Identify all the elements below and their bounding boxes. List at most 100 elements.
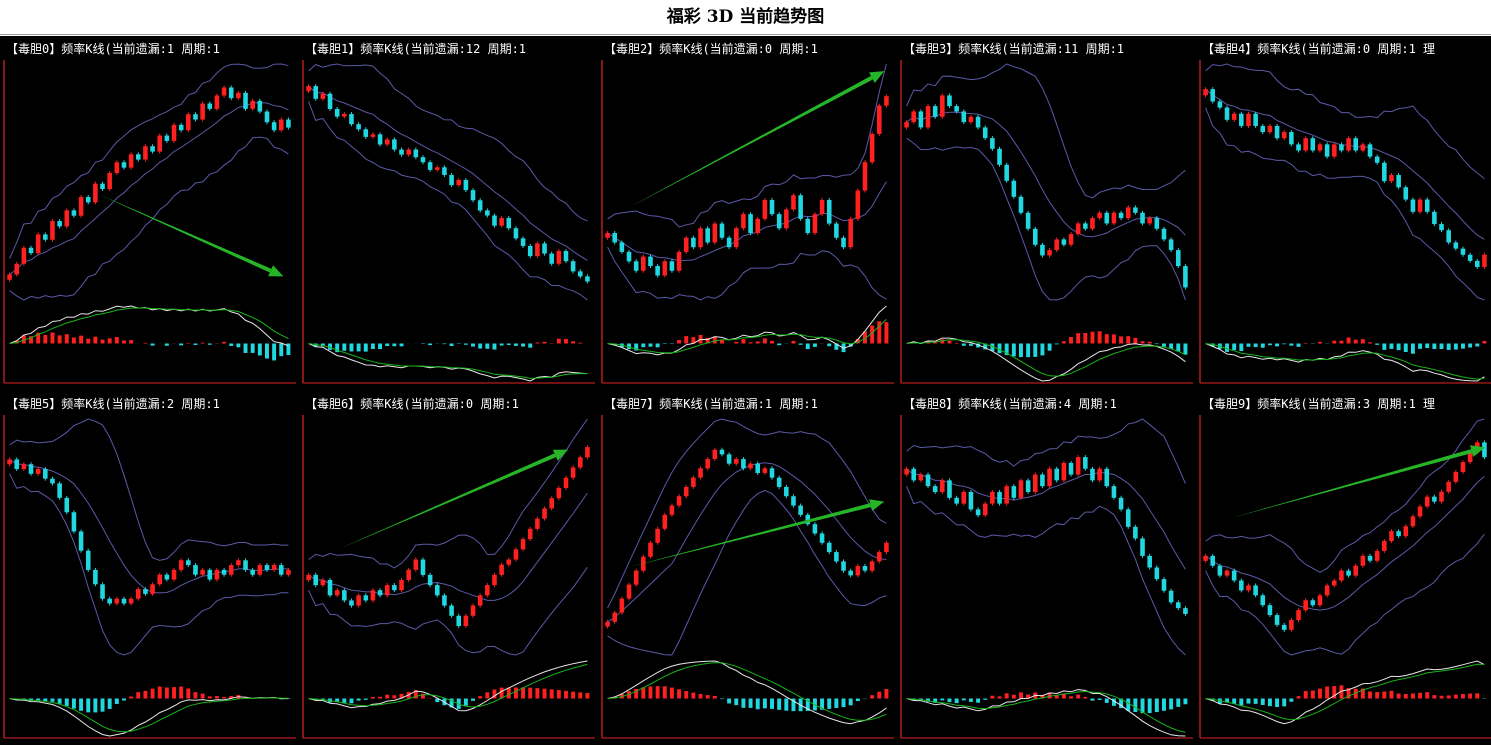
band-middle — [607, 462, 887, 623]
panel-header: 【毒胆2】频率K线(当前遗漏:0 周期:1 — [604, 42, 818, 56]
band-lower — [1205, 107, 1485, 301]
candle-up — [342, 114, 347, 117]
candle-up — [406, 569, 411, 580]
candle-down — [377, 134, 383, 145]
candle-down — [1104, 212, 1110, 224]
band-upper — [308, 418, 588, 569]
candle-down — [1274, 125, 1280, 139]
candle-up — [1389, 175, 1394, 182]
candle-up — [585, 447, 590, 458]
candle-up — [1061, 462, 1067, 481]
candle-down — [812, 524, 818, 534]
band-lower — [9, 136, 289, 301]
candle-up — [633, 570, 639, 585]
candle-up — [619, 598, 625, 613]
candle-up — [228, 565, 234, 575]
candle-up — [733, 459, 739, 464]
candle-up — [884, 542, 889, 553]
panel-header: 【毒胆4】频率K线(当前遗漏:0 周期:1 理 — [1202, 42, 1436, 56]
candle-up — [1004, 486, 1009, 504]
candle-up — [1125, 207, 1131, 219]
candle-up — [705, 459, 710, 469]
candle-down — [1217, 565, 1223, 576]
panel-header: 【毒胆6】频率K线(当前遗漏:0 周期:1 — [305, 397, 519, 411]
candle-up — [1281, 132, 1287, 139]
candle-up — [1417, 506, 1423, 517]
candle-up — [21, 247, 27, 264]
k-line-chart — [302, 415, 595, 739]
candle-down — [1382, 162, 1387, 182]
candle-down — [1281, 624, 1287, 630]
candle-down — [848, 570, 853, 576]
candle-up — [848, 218, 853, 248]
candle-down — [1439, 224, 1444, 231]
trend-arrow-shaft — [339, 453, 557, 549]
candle-down — [1090, 468, 1095, 481]
candle-down — [990, 138, 995, 149]
candle-down — [250, 569, 255, 575]
band-lower — [1205, 533, 1485, 656]
title-divider — [0, 34, 1491, 35]
candle-down — [243, 560, 248, 570]
candle-up — [1453, 472, 1459, 482]
candle-down — [1239, 113, 1244, 126]
band-lower — [906, 486, 1186, 656]
candle-up — [306, 574, 311, 580]
candle-up — [463, 615, 469, 627]
k-line-chart — [900, 415, 1193, 739]
trend-arrow-head — [552, 449, 569, 461]
candle-down — [1274, 615, 1280, 625]
candle-up — [171, 569, 177, 580]
candle-up — [563, 477, 569, 488]
candle-up — [940, 480, 945, 492]
candle-down — [1410, 199, 1416, 212]
candle-up — [1317, 595, 1323, 606]
candle-down — [1432, 496, 1437, 502]
candle-down — [1367, 144, 1373, 157]
candle-down — [1154, 218, 1160, 229]
candle-down — [1133, 207, 1138, 213]
candle-down — [193, 565, 198, 575]
dif-line — [1205, 343, 1485, 382]
candle-down — [221, 569, 227, 575]
trend-arrow-head — [869, 71, 885, 83]
candle-up — [982, 503, 988, 516]
candle-up — [50, 221, 55, 240]
candle-down — [918, 111, 924, 128]
candle-down — [1474, 260, 1480, 267]
candle-down — [1104, 468, 1110, 487]
candle-down — [399, 149, 404, 155]
candle-down — [925, 474, 931, 487]
candle-down — [349, 600, 354, 606]
candle-down — [64, 497, 70, 513]
candle-up — [506, 559, 512, 565]
candle-up — [1360, 555, 1366, 566]
candle-down — [726, 454, 732, 464]
band-upper — [1205, 63, 1485, 180]
candle-up — [904, 122, 909, 128]
candle-down — [1467, 254, 1473, 261]
dea-line — [308, 663, 588, 708]
candle-up — [1018, 480, 1024, 498]
candle-up — [128, 154, 134, 168]
candle-up — [492, 574, 497, 586]
candle-up — [925, 106, 931, 128]
candle-down — [932, 486, 938, 492]
dea-line — [1205, 343, 1485, 380]
candle-down — [57, 221, 62, 227]
candle-up — [1303, 600, 1308, 611]
candle-down — [1210, 555, 1216, 566]
candle-up — [655, 528, 660, 543]
band-lower — [308, 101, 588, 301]
candle-up — [1417, 199, 1423, 212]
candle-up — [577, 457, 583, 468]
candle-down — [1118, 497, 1124, 510]
candle-down — [1296, 144, 1301, 151]
page-title: 福彩 3D 当前趋势图 — [666, 7, 825, 27]
trend-arrow-shaft — [626, 503, 872, 568]
candle-down — [427, 574, 433, 586]
candle-up — [605, 233, 610, 238]
candle-up — [1147, 218, 1152, 224]
trend-arrow-head — [869, 499, 885, 511]
candle-down — [769, 199, 775, 215]
